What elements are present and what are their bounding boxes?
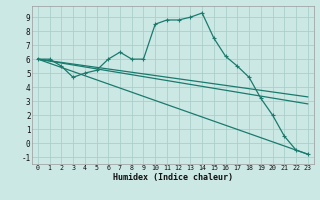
X-axis label: Humidex (Indice chaleur): Humidex (Indice chaleur) <box>113 173 233 182</box>
